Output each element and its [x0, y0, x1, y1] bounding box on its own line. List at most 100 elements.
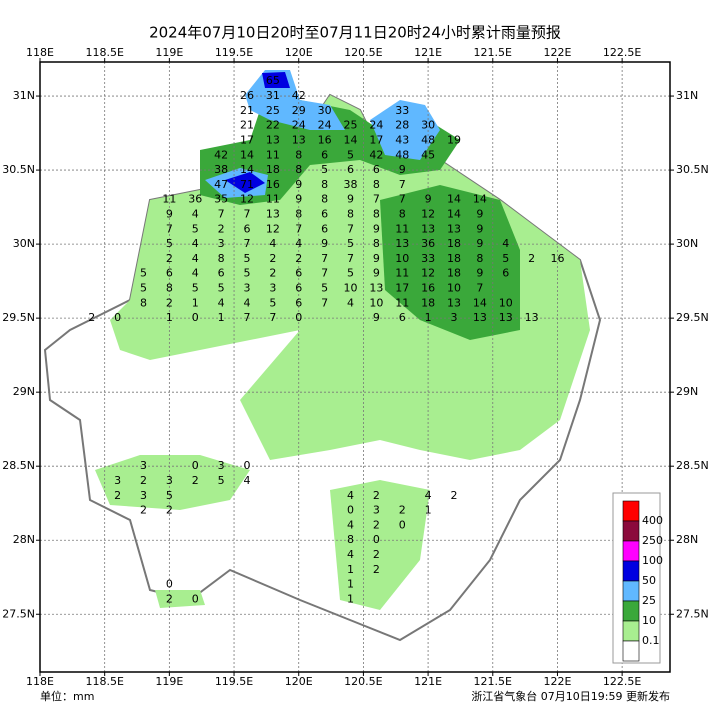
station-value: 7 [476, 282, 483, 295]
station-value: 10 [343, 282, 357, 295]
station-value: 2 [166, 296, 173, 309]
station-value: 8 [373, 208, 380, 221]
source-label: 浙江省气象台 07月10日19:59 更新发布 [471, 689, 670, 703]
x-tick-label: 120E [285, 675, 313, 688]
station-value: 2 [373, 548, 380, 561]
station-value: 8 [295, 148, 302, 161]
station-value: 6 [399, 311, 406, 324]
station-value: 24 [318, 119, 332, 132]
station-value: 9 [476, 237, 483, 250]
station-value: 6 [321, 148, 328, 161]
station-value: 6 [295, 296, 302, 309]
x-tick-label: 118E [26, 675, 54, 688]
station-value: 9 [476, 222, 483, 235]
station-value: 1 [192, 296, 199, 309]
station-value: 8 [295, 163, 302, 176]
station-value: 6 [166, 267, 173, 280]
station-value: 47 [214, 178, 228, 191]
station-value: 1 [347, 563, 354, 576]
station-value: 2 [373, 518, 380, 531]
station-value: 11 [266, 193, 280, 206]
x-tick-label: 119.5E [215, 675, 253, 688]
station-value: 0 [114, 311, 121, 324]
y-tick-label: 28N [13, 533, 35, 546]
station-value: 3 [218, 459, 225, 472]
legend-swatch [622, 540, 640, 562]
station-value: 13 [447, 222, 461, 235]
unit-label: 单位：mm [40, 689, 94, 703]
x-tick-label: 122.5E [603, 46, 641, 59]
station-value: 7 [295, 222, 302, 235]
station-value: 2 [218, 222, 225, 235]
station-value: 25 [343, 119, 357, 132]
station-value: 9 [399, 163, 406, 176]
station-value: 9 [373, 222, 380, 235]
station-value: 11 [266, 148, 280, 161]
legend: 400 250 100 50 25 10 0.1 [612, 492, 663, 664]
y-tick-label: 29N [13, 385, 35, 398]
station-value: 16 [550, 252, 564, 265]
station-value: 0 [243, 459, 250, 472]
station-value: 0 [192, 311, 199, 324]
station-value: 42 [369, 148, 383, 161]
station-value: 36 [421, 237, 435, 250]
station-value: 2 [192, 474, 199, 487]
station-value: 4 [192, 237, 199, 250]
y-tick-label: 28.5N [2, 459, 35, 472]
station-value: 17 [369, 133, 383, 146]
station-value: 42 [292, 89, 306, 102]
station-value: 3 [218, 237, 225, 250]
station-value: 11 [395, 222, 409, 235]
x-tick-label: 118.5E [85, 46, 123, 59]
station-value: 1 [166, 311, 173, 324]
station-value: 2 [528, 252, 535, 265]
station-value: 8 [295, 208, 302, 221]
station-value: 0 [347, 504, 354, 517]
station-value: 2 [140, 504, 147, 517]
station-value: 1 [347, 578, 354, 591]
station-value: 2 [166, 504, 173, 517]
station-value: 5 [192, 222, 199, 235]
station-value: 18 [447, 237, 461, 250]
x-tick-label: 118E [26, 46, 54, 59]
station-value: 9 [347, 193, 354, 206]
station-value: 18 [266, 163, 280, 176]
station-value: 18 [447, 267, 461, 280]
station-value: 16 [421, 282, 435, 295]
station-value: 2 [399, 504, 406, 517]
station-value: 4 [218, 296, 225, 309]
station-value: 7 [243, 208, 250, 221]
station-value: 18 [421, 296, 435, 309]
station-value: 1 [218, 311, 225, 324]
y-tick-label: 27.5N [676, 607, 709, 620]
station-value: 5 [140, 282, 147, 295]
y-tick-label: 31N [13, 89, 35, 102]
station-value: 38 [343, 178, 357, 191]
station-value: 9 [373, 267, 380, 280]
legend-swatch [622, 500, 640, 522]
station-value: 14 [473, 296, 487, 309]
station-value: 3 [140, 459, 147, 472]
station-value: 6 [321, 208, 328, 221]
station-value: 14 [473, 193, 487, 206]
station-value: 5 [347, 237, 354, 250]
station-value: 14 [240, 148, 254, 161]
station-value: 31 [266, 89, 280, 102]
legend-label: 400 [642, 514, 663, 527]
station-value: 13 [395, 237, 409, 250]
legend-label: 250 [642, 534, 663, 547]
station-value: 12 [240, 193, 254, 206]
station-value: 3 [243, 282, 250, 295]
x-tick-label: 121.5E [474, 675, 512, 688]
station-value: 30 [421, 119, 435, 132]
station-value: 4 [347, 518, 354, 531]
station-value: 8 [140, 296, 147, 309]
station-value: 5 [321, 282, 328, 295]
station-value: 16 [318, 133, 332, 146]
station-value: 0 [295, 311, 302, 324]
station-value: 24 [292, 119, 306, 132]
y-tick-label: 29.5N [676, 311, 709, 324]
station-value: 5 [347, 148, 354, 161]
